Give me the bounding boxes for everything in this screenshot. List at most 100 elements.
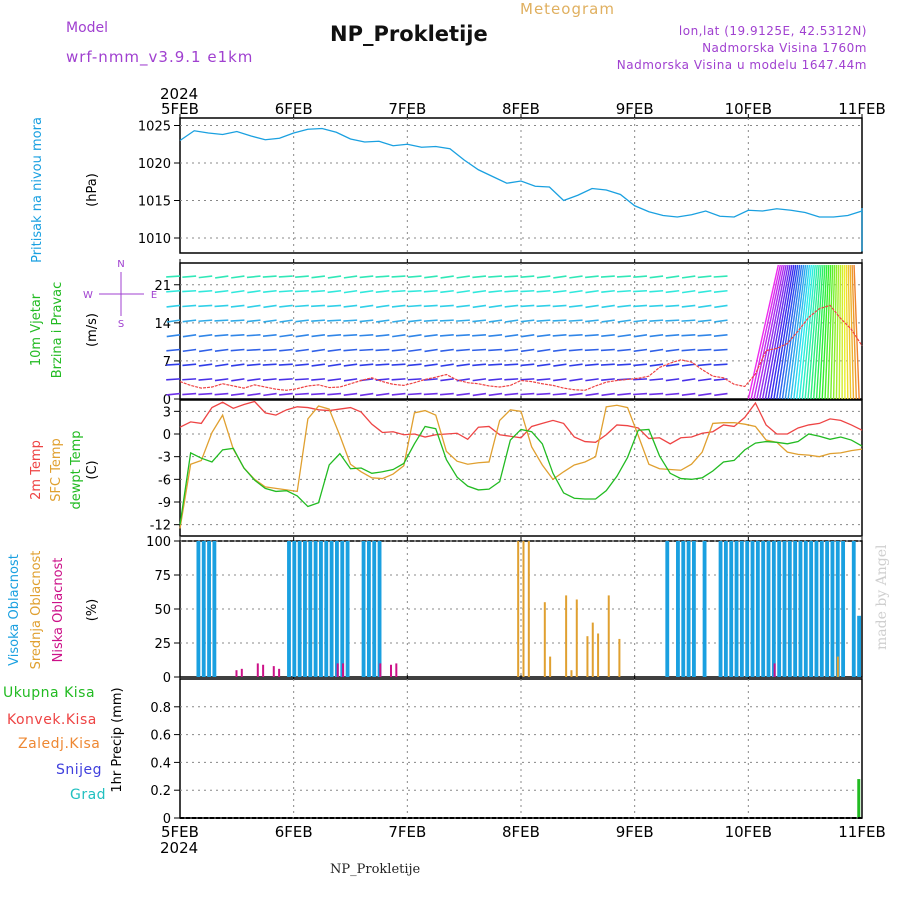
x-tick-label-bottom: 8FEB — [502, 823, 540, 841]
wind-arrow — [838, 264, 842, 400]
wind-arrow — [552, 348, 567, 352]
wind-arrow — [584, 363, 599, 367]
wind-arrow — [815, 264, 826, 400]
wind-arrow — [584, 334, 599, 337]
cloud-bar — [793, 541, 798, 677]
wind-arrow — [537, 348, 551, 353]
y-tick-label: 0.4 — [150, 756, 171, 771]
y-tick-label: 1020 — [138, 157, 171, 172]
wind-arrow — [847, 264, 852, 400]
wind-arrow — [753, 264, 783, 400]
wind-arrow — [851, 264, 858, 400]
wind-arrow — [536, 289, 551, 293]
wind-arrow — [553, 363, 567, 367]
wind-arrow — [166, 275, 181, 278]
wind-arrow — [343, 378, 358, 382]
cloud-bar — [591, 622, 594, 677]
wind-arrow — [359, 348, 374, 352]
wind-arrow — [552, 392, 567, 396]
y-tick-label: 0 — [163, 428, 171, 443]
wind-arrow — [198, 378, 213, 381]
cloud-bar — [773, 663, 776, 677]
wind-arrow — [472, 319, 487, 323]
wind-arrow — [504, 348, 519, 352]
wind-arrow — [488, 319, 503, 323]
wind-arrow — [812, 264, 824, 400]
wind-arrow — [633, 378, 648, 381]
wind-arrow — [327, 319, 342, 322]
wind-arrow — [311, 392, 325, 396]
wind-arrow — [375, 363, 390, 366]
wind-arrow — [294, 289, 309, 293]
panel-5: 0 0.2 0.4 0.6 0.8 — [150, 675, 863, 827]
cloud-bar — [787, 541, 792, 677]
cloud-bar — [287, 541, 291, 677]
lonlat-text: lon,lat (19.9125E, 42.5312N) — [678, 24, 867, 38]
wind-arrow — [778, 264, 801, 400]
wind-arrow — [375, 275, 390, 278]
wind-arrow — [601, 289, 615, 293]
wind-arrow — [278, 275, 293, 278]
wind-arrow — [391, 392, 406, 396]
wind-arrow — [215, 275, 229, 279]
wind-arrow — [166, 304, 181, 308]
wind-arrow — [697, 363, 712, 367]
wind-arrow — [585, 319, 599, 323]
wind-arrow — [359, 319, 374, 323]
y-tick-label: 0.8 — [150, 701, 171, 716]
wind-arrow — [649, 348, 664, 353]
x-tick-label-top: 11FEB — [838, 100, 885, 118]
wind-arrow — [697, 275, 712, 279]
wind-arrow — [214, 378, 229, 382]
wind-arrow — [214, 348, 229, 352]
wind-arrow — [633, 392, 648, 396]
wind-arrow — [182, 378, 197, 381]
wind-arrow — [439, 319, 454, 322]
wind-arrow — [649, 289, 664, 293]
wind-arrow — [311, 378, 325, 381]
wind-arrow — [585, 378, 599, 382]
wind-arrow — [472, 348, 487, 352]
wind-arrow — [698, 392, 712, 397]
cloud-bar — [256, 663, 259, 677]
wind-arrow — [311, 304, 325, 308]
cloud-bar — [734, 541, 739, 677]
wind-arrow — [568, 319, 583, 322]
wind-arrow — [601, 334, 615, 338]
wind-arrow — [182, 289, 197, 293]
wind-arrow — [230, 392, 245, 396]
wind-arrow — [279, 392, 293, 396]
wind-arrow — [424, 334, 438, 338]
cloud-bar — [570, 670, 573, 677]
panel-1: 1010 1015 1020 1025 — [138, 114, 863, 254]
wind-arrow — [279, 334, 293, 338]
wind-arrow — [343, 304, 358, 308]
cloud-bar — [575, 599, 578, 677]
wind-arrow — [294, 392, 309, 396]
cloud-bar — [755, 541, 760, 677]
wind-arrow — [536, 378, 551, 381]
wind-arrow — [198, 304, 213, 308]
wind-arrow — [407, 363, 422, 367]
cloud-bar — [366, 541, 371, 677]
wind-arrow — [682, 378, 696, 382]
wind-arrow — [359, 334, 374, 337]
y-tick-label: 14 — [154, 317, 171, 332]
wind-arrow — [472, 275, 487, 279]
wind-arrow — [504, 319, 519, 323]
wind-arrow — [439, 392, 454, 396]
y-tick-label: 1025 — [138, 120, 171, 135]
wind-arrow — [246, 275, 261, 279]
wind-arrow — [456, 289, 470, 294]
model-altitude-text: Nadmorska Visina u modelu 1647.44m — [616, 58, 867, 72]
wind-arrow — [262, 378, 277, 381]
wind-arrow — [423, 378, 438, 381]
wind-arrow — [311, 348, 326, 353]
meteogram-label: Meteogram — [520, 0, 615, 18]
wind-arrow — [182, 304, 197, 308]
wind-arrow — [327, 275, 342, 279]
cloud-bar — [676, 541, 680, 677]
cloud-bar — [329, 541, 334, 677]
wind-axis-label-2: Brzina i Pravac — [50, 282, 65, 379]
